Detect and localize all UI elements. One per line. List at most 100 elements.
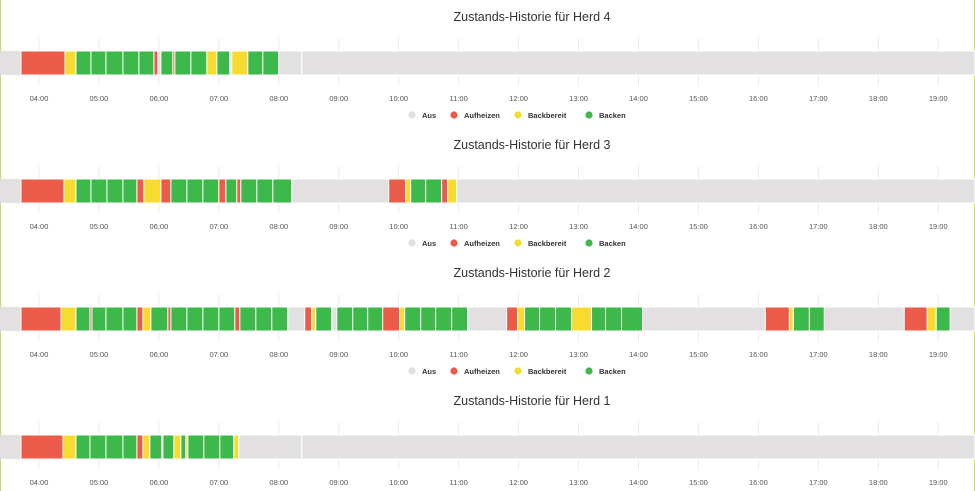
segment-backen[interactable] [202,178,220,204]
segment-backen[interactable] [935,306,951,332]
segment-backen[interactable] [187,434,205,460]
segment-aufheizen[interactable] [136,306,144,332]
segment-aus[interactable] [301,434,975,460]
segment-aus[interactable] [949,306,975,332]
legend-label-backbereit[interactable]: Backbereit [528,367,567,376]
segment-backen[interactable] [105,50,124,76]
segment-backen[interactable] [122,434,138,460]
segment-backbereit[interactable] [206,50,218,76]
segment-backbereit[interactable] [62,434,77,460]
segment-aus[interactable] [291,178,390,204]
segment-backen[interactable] [186,178,204,204]
segment-backen[interactable] [190,50,208,76]
segment-aufheizen[interactable] [136,178,145,204]
segment-backen[interactable] [160,50,174,76]
segment-backen[interactable] [174,50,192,76]
segment-aus[interactable] [287,306,306,332]
segment-aufheizen[interactable] [20,50,66,76]
segment-backen[interactable] [336,306,354,332]
segment-backen[interactable] [420,306,437,332]
segment-aufheizen[interactable] [903,306,928,332]
segment-backen[interactable] [425,178,443,204]
segment-backen[interactable] [218,306,236,332]
segment-backen[interactable] [89,434,107,460]
segment-backen[interactable] [404,306,422,332]
segment-backen[interactable] [605,306,623,332]
segment-aus[interactable] [456,178,975,204]
segment-backbereit[interactable] [311,306,317,332]
segment-aufheizen[interactable] [136,434,144,460]
segment-backen[interactable] [410,178,427,204]
segment-backen[interactable] [524,306,541,332]
segment-backbereit[interactable] [143,178,162,204]
segment-aufheizen[interactable] [20,306,62,332]
segment-aus[interactable] [301,50,975,76]
segment-backbereit[interactable] [233,434,240,460]
segment-backen[interactable] [225,178,238,204]
segment-backen[interactable] [255,306,273,332]
segment-backbereit[interactable] [517,306,526,332]
segment-backen[interactable] [186,306,204,332]
segment-backen[interactable] [180,434,187,460]
segment-backen[interactable] [122,178,138,204]
legend-label-aufheizen[interactable]: Aufheizen [464,367,500,376]
segment-backbereit[interactable] [173,434,182,460]
segment-backbereit[interactable] [142,434,151,460]
segment-backen[interactable] [91,306,107,332]
segment-backbereit[interactable] [788,306,794,332]
segment-backen[interactable] [451,306,469,332]
segment-aufheizen[interactable] [153,50,159,76]
segment-backen[interactable] [122,50,140,76]
segment-aufheizen[interactable] [304,306,313,332]
segment-aus[interactable] [238,434,303,460]
segment-aus[interactable] [641,306,766,332]
segment-backbereit[interactable] [231,50,249,76]
segment-backen[interactable] [792,306,810,332]
segment-backen[interactable] [435,306,453,332]
legend-label-backen[interactable]: Backen [599,239,626,248]
segment-aufheizen[interactable] [236,178,242,204]
segment-aus[interactable] [331,306,338,332]
segment-backen[interactable] [75,178,92,204]
segment-aufheizen[interactable] [764,306,790,332]
segment-backen[interactable] [352,306,369,332]
segment-aufheizen[interactable] [388,178,407,204]
legend-label-aus[interactable]: Aus [422,239,436,248]
legend-label-aus[interactable]: Aus [422,367,436,376]
segment-backen[interactable] [808,306,825,332]
segment-backen[interactable] [170,178,188,204]
segment-backbereit[interactable] [926,306,937,332]
segment-backen[interactable] [90,50,107,76]
segment-backen[interactable] [170,306,188,332]
segment-backen[interactable] [315,306,333,332]
segment-backen[interactable] [75,50,92,76]
segment-backen[interactable] [240,178,258,204]
segment-backen[interactable] [122,306,138,332]
segment-backen[interactable] [90,178,108,204]
segment-backbereit[interactable] [64,50,77,76]
legend-label-backbereit[interactable]: Backbereit [528,111,567,120]
segment-backbereit[interactable] [399,306,406,332]
legend-label-backen[interactable]: Backen [599,367,626,376]
segment-backen[interactable] [202,306,220,332]
segment-backen[interactable] [272,178,293,204]
segment-backen[interactable] [271,306,289,332]
segment-aus[interactable] [467,306,508,332]
segment-backen[interactable] [256,178,274,204]
segment-backbereit[interactable] [63,178,77,204]
segment-backen[interactable] [219,434,235,460]
segment-backen[interactable] [367,306,384,332]
segment-backen[interactable] [162,434,175,460]
segment-aufheizen[interactable] [218,178,227,204]
segment-aufheizen[interactable] [441,178,449,204]
segment-backbereit[interactable] [571,306,593,332]
segment-backen[interactable] [591,306,607,332]
segment-backen[interactable] [75,306,91,332]
segment-backen[interactable] [239,306,257,332]
segment-backen[interactable] [138,50,155,76]
segment-backen[interactable] [539,306,557,332]
segment-backbereit[interactable] [142,306,152,332]
segment-backbereit[interactable] [405,178,412,204]
segment-backen[interactable] [150,306,169,332]
segment-aufheizen[interactable] [506,306,519,332]
